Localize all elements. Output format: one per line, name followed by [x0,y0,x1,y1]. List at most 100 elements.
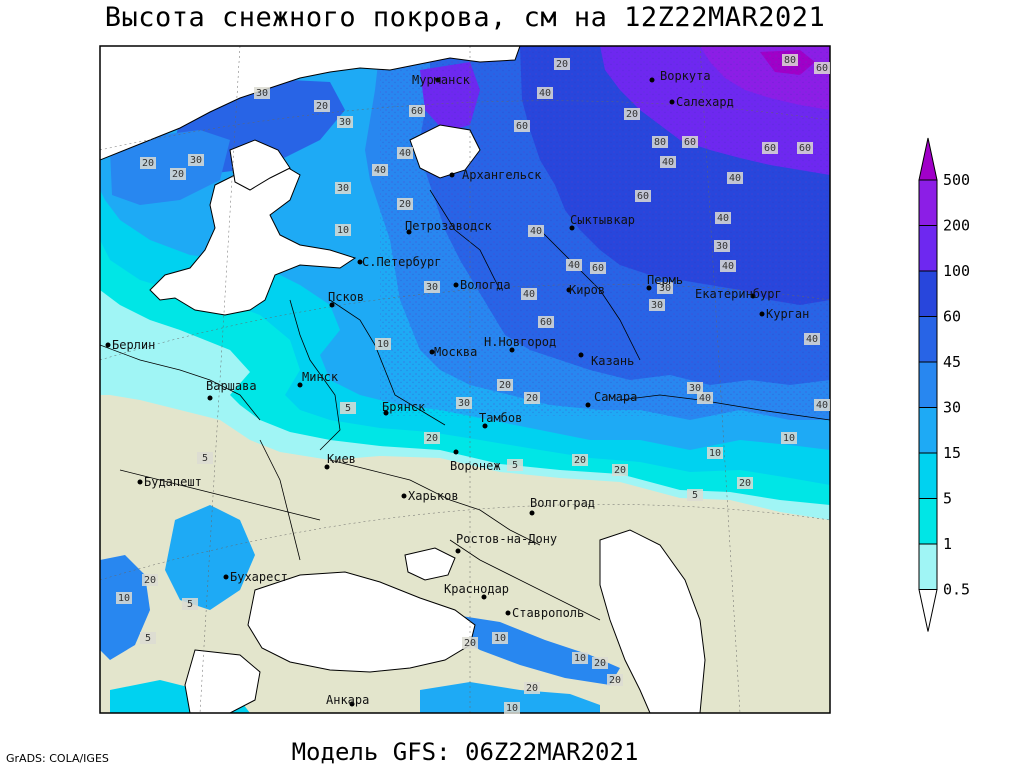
city-dot [750,293,756,299]
contour-label-box [524,682,540,694]
city-dot [669,99,675,105]
contour-label: 40 [530,226,542,237]
city-markers: Мурманск Воркута Салехард Архангельск Петроз… [105,69,809,707]
contour-label: 60 [799,143,811,154]
contour-label-box [612,464,628,476]
contour-label-box [782,54,798,66]
contour-label-box [424,432,440,444]
contour-label-box [375,338,391,350]
contour-label-box [170,168,186,180]
legend: 500 200 100 60 45 30 15 5 1 0.5 [918,137,970,632]
contour-label: 20 [426,433,438,444]
contour-label-box [142,574,158,586]
legend-label: 15 [943,444,961,462]
contour-label-box [737,477,753,489]
contour-label: 20 [499,380,511,391]
contour-label: 40 [568,260,580,271]
contour-label: 20 [172,169,184,180]
city-label: Пермь [647,273,683,287]
contour-label-box [538,316,554,328]
contour-label: 5 [512,460,518,471]
contour-label-box [340,402,356,414]
city-label: Бухарест [230,570,288,584]
legend-swatch [918,361,938,408]
contour-label: 60 [637,191,649,202]
city-label: Будапешт [144,475,202,489]
contour-label-box [397,198,413,210]
contour-label-box [197,452,213,464]
contour-label-box [537,87,553,99]
contour-label: 10 [709,448,721,459]
city-dot [505,610,511,616]
legend-swatch [918,498,938,545]
city-dot [105,342,111,348]
contour-label: 40 [399,148,411,159]
city-dot [759,311,765,317]
city-label: Тамбов [479,411,522,425]
city-dot [401,493,407,499]
contour-label-box [762,142,778,154]
contour-label: 20 [142,158,154,169]
contour-label-box [335,182,351,194]
contour-label: 40 [523,289,535,300]
legend-label: 30 [943,399,961,417]
city-dot [137,479,143,485]
legend-swatch [918,270,938,317]
contour-label: 10 [118,593,130,604]
sea-of-azov [404,547,456,581]
contour-label-box [607,674,623,686]
city-dot [649,77,655,83]
contour-label: 20 [594,658,606,669]
contour-label-box [140,632,156,644]
contour-label-box [456,397,472,409]
contour-label: 40 [729,173,741,184]
city-dot [481,594,487,600]
city-label: Волгоград [530,496,595,510]
city-dot [509,347,515,353]
contour-label-box [521,288,537,300]
contour-label: 10 [377,339,389,350]
legend-swatch [918,452,938,499]
contour-label-box [720,260,736,272]
city-dot [329,302,335,308]
contour-label-box [528,225,544,237]
contour-label: 20 [609,675,621,686]
city-dot [297,382,303,388]
contour-labels: 8060206040206030204040302030203040608060… [116,54,830,714]
contour-label: 10 [574,653,586,664]
contour-label: 40 [662,157,674,168]
contour-label-box [814,399,830,411]
contour-label: 60 [411,106,423,117]
graticule [100,46,830,713]
contour-label: 40 [717,213,729,224]
contour-label-box [504,702,520,714]
city-dot [482,423,488,429]
city-label: Брянск [382,400,426,414]
contour-label: 30 [689,383,701,394]
legend-swatch [918,316,938,363]
contour-label-box [682,136,698,148]
contour-label-box [652,136,668,148]
legend-label: 1 [943,535,952,553]
contour-label-box [687,489,703,501]
contour-label: 80 [654,137,666,148]
contour-label: 20 [144,575,156,586]
snow-carpathians [165,505,255,610]
contour-label-box [592,657,608,669]
contour-label: 40 [806,334,818,345]
contour-label-box [507,459,523,471]
contour-label-box [514,120,530,132]
contour-label: 60 [816,63,828,74]
city-dot [383,410,389,416]
contour-label: 10 [783,433,795,444]
city-label: Москва [434,345,477,359]
city-label: Воркута [660,69,711,83]
contour-label: 20 [739,478,751,489]
city-label: Мурманск [412,73,471,87]
contour-label: 60 [516,121,528,132]
city-dot [585,402,591,408]
contour-label-box [492,632,508,644]
contour-label: 30 [426,282,438,293]
grads-credit: GrADS: COLA/IGES [6,752,109,765]
